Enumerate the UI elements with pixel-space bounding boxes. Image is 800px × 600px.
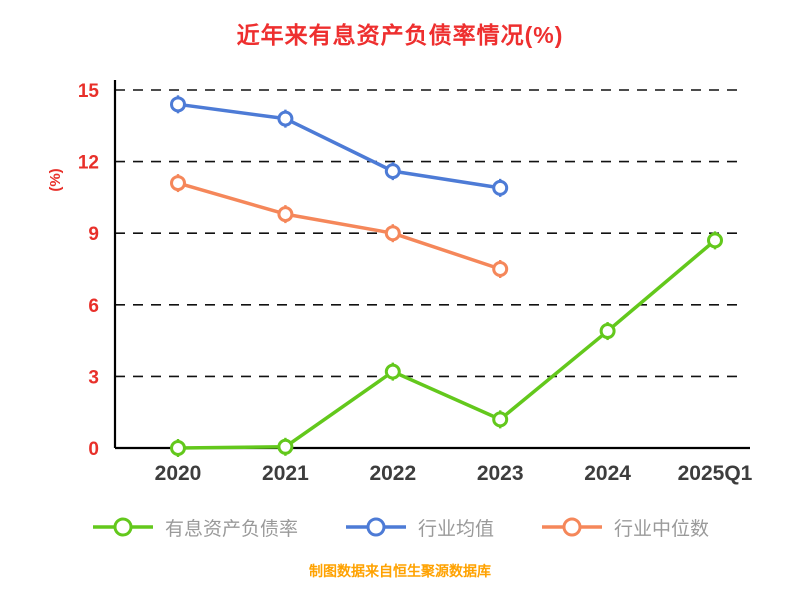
y-tick-label: 6 [88, 296, 99, 317]
data-source-note: 制图数据来自恒生聚源数据库 [309, 563, 491, 579]
data-point-marker [707, 232, 723, 249]
data-point-marker [384, 363, 401, 380]
data-point-marker [277, 438, 294, 455]
series-line-2 [176, 181, 502, 271]
data-point-marker [277, 206, 294, 223]
x-tick-label: 2021 [262, 462, 309, 485]
legend-circle [113, 517, 133, 537]
y-tick-label: 15 [78, 81, 100, 102]
legend-marker-icon [345, 517, 406, 537]
legend-circle [562, 517, 582, 537]
legend-marker-icon [542, 517, 602, 537]
legend-item-interest-debt-ratio[interactable]: 有息资产负债率 [91, 514, 298, 541]
data-point-marker [384, 163, 401, 180]
legend-marker-icon [92, 517, 153, 537]
data-point-marker [170, 96, 186, 113]
data-point-marker [170, 175, 186, 192]
x-tick-label: 2023 [477, 462, 524, 485]
legend-circle [366, 517, 386, 537]
y-tick-label: 3 [88, 367, 99, 388]
y-tick-label: 0 [88, 439, 99, 460]
legend-label-industry-mean: 行业均值 [417, 518, 494, 540]
legend-label-interest-debt-ratio: 有息资产负债率 [164, 518, 298, 540]
chart-legend: 有息资产负债率 行业均值 行业中位数 [0, 513, 800, 541]
legend-label-industry-median: 行业中位数 [614, 518, 710, 540]
data-point-marker [384, 225, 401, 242]
data-point-marker [492, 411, 509, 428]
x-tick-label: 2020 [155, 462, 202, 485]
x-tick-label: 2022 [369, 462, 416, 485]
x-tick-label: 2024 [584, 462, 631, 485]
chart-canvas: 0 3 6 9 12 15 2020 2021 2022 2023 2024 2025Q1 (%) [47, 80, 753, 485]
data-point-marker [492, 261, 509, 277]
series-line-0 [176, 238, 717, 450]
data-point-marker [599, 323, 616, 340]
y-axis-label: (%) [47, 168, 64, 191]
data-point-marker [170, 440, 186, 456]
legend-item-industry-median[interactable]: 行业中位数 [540, 514, 709, 541]
chart-title: 近年来有息资产负债率情况(%) [236, 22, 564, 48]
y-tick-label: 9 [88, 224, 99, 245]
y-tick-label: 12 [78, 153, 99, 174]
data-point-marker [492, 179, 509, 196]
data-point-marker [277, 110, 294, 127]
legend-item-industry-mean[interactable]: 行业均值 [344, 514, 494, 541]
x-tick-label: 2025Q1 [678, 462, 753, 485]
series-line-1 [176, 102, 502, 190]
